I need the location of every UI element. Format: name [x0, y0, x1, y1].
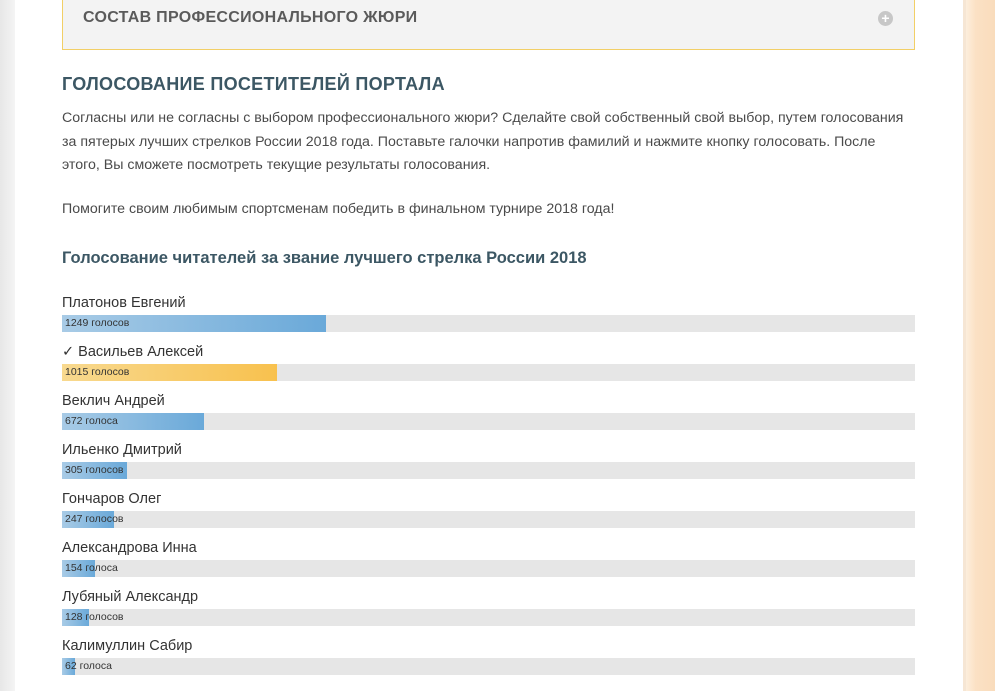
- vote-bar-fill: [62, 315, 327, 332]
- vote-bar-fill: [62, 462, 127, 479]
- vote-count: 1249 голосов: [65, 317, 130, 329]
- right-page-gutter: [963, 0, 995, 691]
- vote-bar-track: 672 голоса: [62, 413, 915, 430]
- main-content: СОСТАВ ПРОФЕССИОНАЛЬНОГО ЖЮРИ + ГОЛОСОВА…: [62, 0, 915, 675]
- vote-bar-fill: [62, 658, 76, 675]
- plus-circle-icon[interactable]: +: [878, 11, 893, 26]
- poll-results: Платонов Евгений 1249 голосов ✓ Васильев А…: [62, 295, 915, 687]
- vote-bar-fill: [62, 609, 90, 626]
- candidate-name: Александрова Инна: [62, 540, 197, 556]
- section-title: ГОЛОСОВАНИЕ ПОСЕТИТЕЛЕЙ ПОРТАЛА: [62, 74, 445, 94]
- candidate-name: Лубяный Александр: [62, 589, 199, 605]
- cta-text: Помогите своим любимым спортсменам побед…: [62, 201, 615, 217]
- candidate-name: Гончаров Олег: [62, 491, 162, 507]
- poll-item: Гончаров Олег 247 голосов: [62, 491, 915, 540]
- poll-item: Веклич Андрей 672 голоса: [62, 393, 915, 442]
- vote-count: 128 голосов: [65, 611, 124, 623]
- vote-bar-track: 305 голосов: [62, 462, 915, 479]
- poll-title: Голосование читателей за звание лучшего …: [62, 249, 587, 267]
- poll-item: Платонов Евгений 1249 голосов: [62, 295, 915, 344]
- vote-bar-fill: [62, 560, 95, 577]
- vote-count: 154 голоса: [65, 562, 118, 574]
- vote-bar-track: 154 голоса: [62, 560, 915, 577]
- vote-count: 247 голосов: [65, 513, 124, 525]
- candidate-name: ✓ Васильев Алексей: [62, 344, 204, 360]
- jury-accordion-header[interactable]: СОСТАВ ПРОФЕССИОНАЛЬНОГО ЖЮРИ +: [62, 0, 915, 50]
- poll-item: Калимуллин Сабир 62 голоса: [62, 638, 915, 687]
- accordion-title: СОСТАВ ПРОФЕССИОНАЛЬНОГО ЖЮРИ: [83, 9, 418, 26]
- intro-text: Согласны или не согласны с выбором профе…: [62, 107, 915, 178]
- vote-count: 1015 голосов: [65, 366, 130, 378]
- vote-bar-fill: [62, 511, 115, 528]
- intro-paragraph: Согласны или не согласны с выбором профе…: [62, 110, 904, 173]
- candidate-name: Калимуллин Сабир: [62, 638, 193, 654]
- left-page-gutter: [0, 0, 15, 691]
- vote-bar-fill: [62, 413, 205, 430]
- vote-count: 672 голоса: [65, 415, 118, 427]
- vote-bar-track: 1015 голосов: [62, 364, 915, 381]
- vote-bar-track: 1249 голосов: [62, 315, 915, 332]
- poll-item: ✓ Васильев Алексей 1015 голосов: [62, 344, 915, 393]
- vote-count: 62 голоса: [65, 660, 112, 672]
- poll-item: Лубяный Александр 128 голосов: [62, 589, 915, 638]
- candidate-name: Ильенко Дмитрий: [62, 442, 182, 458]
- vote-bar-fill: [62, 364, 277, 381]
- vote-count: 305 голосов: [65, 464, 124, 476]
- candidate-name: Веклич Андрей: [62, 393, 165, 409]
- poll-item: Ильенко Дмитрий 305 голосов: [62, 442, 915, 491]
- vote-bar-track: 247 голосов: [62, 511, 915, 528]
- vote-bar-track: 62 голоса: [62, 658, 915, 675]
- poll-item: Александрова Инна 154 голоса: [62, 540, 915, 589]
- candidate-name: Платонов Евгений: [62, 295, 186, 311]
- vote-bar-track: 128 голосов: [62, 609, 915, 626]
